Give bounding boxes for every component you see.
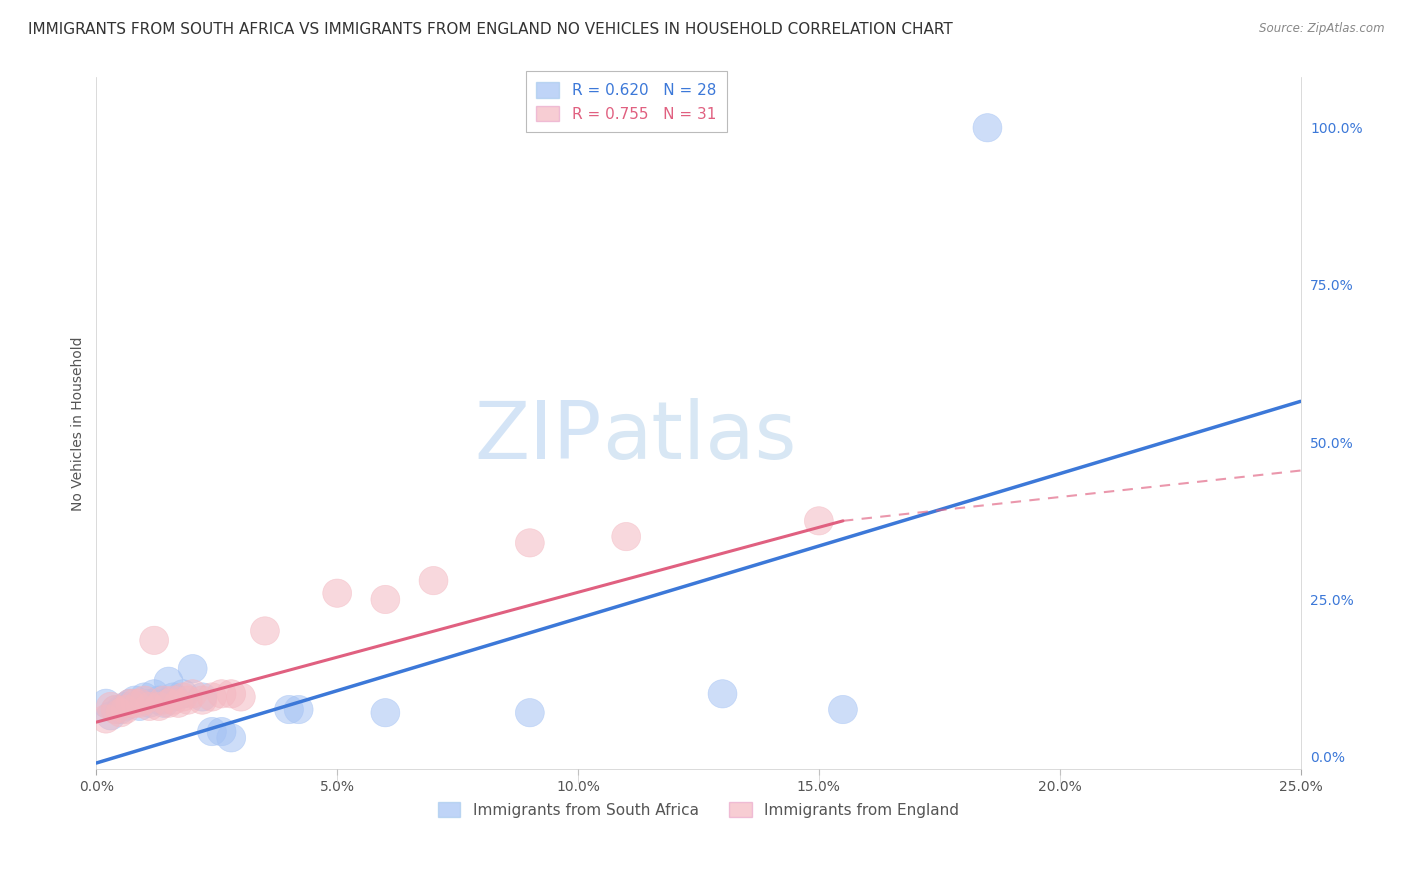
Ellipse shape [197,717,226,746]
Ellipse shape [121,690,149,717]
Text: ZIP: ZIP [475,398,602,476]
Ellipse shape [135,692,163,721]
Ellipse shape [217,723,246,752]
Ellipse shape [371,585,399,614]
Ellipse shape [115,690,145,717]
Ellipse shape [179,655,207,682]
Ellipse shape [612,523,641,550]
Ellipse shape [188,682,217,711]
Ellipse shape [163,690,193,717]
Ellipse shape [121,686,149,714]
Ellipse shape [516,698,544,727]
Ellipse shape [131,686,159,714]
Ellipse shape [516,529,544,557]
Ellipse shape [419,566,449,595]
Ellipse shape [207,717,236,746]
Ellipse shape [250,616,280,645]
Text: Source: ZipAtlas.com: Source: ZipAtlas.com [1260,22,1385,36]
Ellipse shape [145,692,173,721]
Ellipse shape [149,686,179,714]
Ellipse shape [188,686,217,714]
Ellipse shape [169,682,197,711]
Text: atlas: atlas [602,398,796,476]
Ellipse shape [91,690,121,717]
Ellipse shape [284,696,314,723]
Ellipse shape [828,696,858,723]
Ellipse shape [973,113,1002,142]
Ellipse shape [91,705,121,733]
Ellipse shape [111,696,139,723]
Y-axis label: No Vehicles in Household: No Vehicles in Household [72,336,86,510]
Ellipse shape [173,686,202,714]
Ellipse shape [115,690,145,717]
Ellipse shape [159,682,188,711]
Ellipse shape [131,682,159,711]
Ellipse shape [139,680,169,708]
Ellipse shape [105,698,135,727]
Ellipse shape [155,667,183,696]
Ellipse shape [804,507,834,535]
Ellipse shape [145,686,173,714]
Ellipse shape [105,696,135,723]
Ellipse shape [197,682,226,711]
Ellipse shape [159,686,188,714]
Ellipse shape [169,680,197,708]
Ellipse shape [125,692,155,721]
Legend: Immigrants from South Africa, Immigrants from England: Immigrants from South Africa, Immigrants… [432,796,966,824]
Ellipse shape [135,690,163,717]
Ellipse shape [97,692,125,721]
Ellipse shape [101,696,131,723]
Ellipse shape [97,702,125,730]
Ellipse shape [371,698,399,727]
Ellipse shape [149,690,179,717]
Ellipse shape [217,680,246,708]
Ellipse shape [323,579,352,607]
Text: IMMIGRANTS FROM SOUTH AFRICA VS IMMIGRANTS FROM ENGLAND NO VEHICLES IN HOUSEHOLD: IMMIGRANTS FROM SOUTH AFRICA VS IMMIGRAN… [28,22,953,37]
Ellipse shape [139,626,169,655]
Ellipse shape [111,692,139,721]
Ellipse shape [101,696,131,723]
Ellipse shape [226,682,256,711]
Ellipse shape [125,690,155,717]
Ellipse shape [155,690,183,717]
Ellipse shape [207,680,236,708]
Ellipse shape [709,680,737,708]
Ellipse shape [179,680,207,708]
Ellipse shape [274,696,304,723]
